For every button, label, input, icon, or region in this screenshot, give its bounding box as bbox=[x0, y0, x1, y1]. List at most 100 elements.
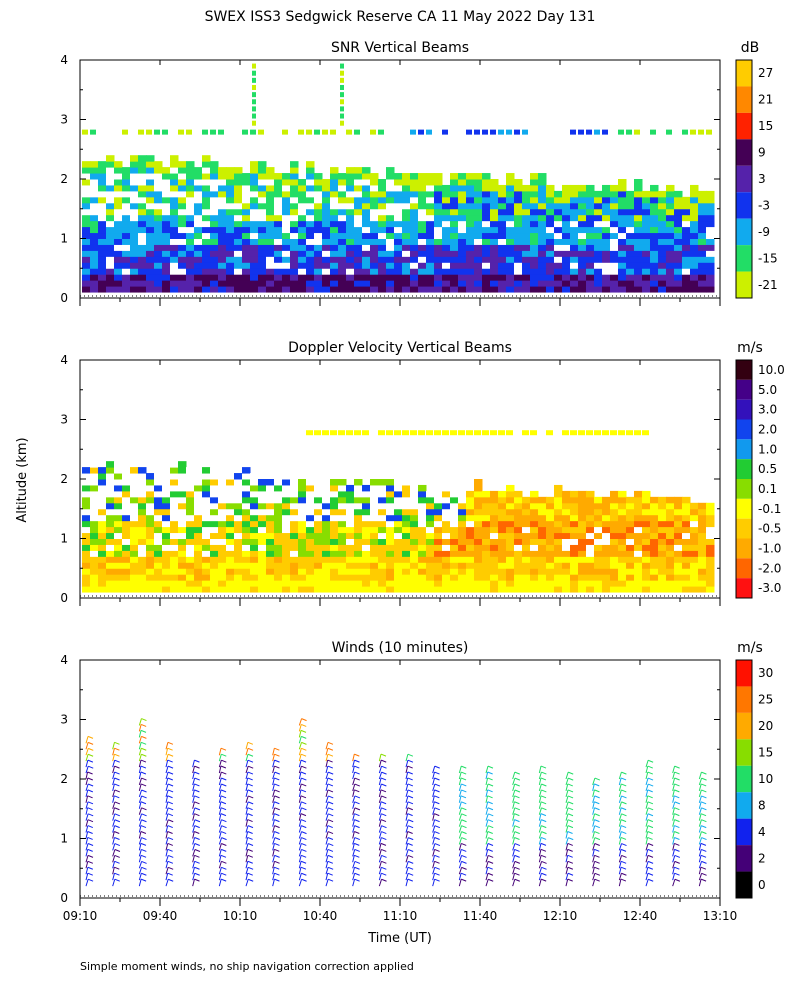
doppler-cell bbox=[682, 520, 691, 528]
doppler-cell bbox=[154, 550, 163, 557]
wind-profile bbox=[218, 747, 227, 887]
wind-barb bbox=[218, 771, 222, 780]
wind-barb-flag bbox=[540, 842, 547, 846]
snr-cell bbox=[530, 184, 539, 192]
doppler-cell bbox=[266, 508, 275, 516]
snr-cell bbox=[354, 274, 363, 281]
wind-barb-flag bbox=[381, 759, 387, 763]
doppler-cell bbox=[178, 556, 187, 563]
wind-barb-flag bbox=[247, 759, 254, 763]
doppler-cell bbox=[98, 556, 107, 563]
doppler-cell bbox=[322, 514, 331, 522]
doppler-cell bbox=[386, 484, 395, 492]
snr-cell bbox=[154, 256, 163, 263]
colorbar-label: 1.0 bbox=[758, 442, 777, 456]
wind-barb-flag bbox=[461, 866, 467, 870]
doppler-cell bbox=[338, 556, 347, 563]
snr-cell bbox=[354, 256, 363, 263]
doppler-cell bbox=[394, 514, 403, 522]
snr-cell bbox=[482, 238, 491, 245]
snr-cell bbox=[586, 214, 595, 222]
snr-cell bbox=[674, 244, 683, 251]
doppler-cell bbox=[434, 562, 443, 569]
doppler-cell bbox=[130, 479, 139, 486]
doppler-cell bbox=[130, 467, 139, 474]
snr-cell bbox=[490, 226, 499, 234]
doppler-cell bbox=[546, 586, 555, 593]
doppler-cell bbox=[146, 574, 155, 581]
doppler-cell bbox=[82, 490, 91, 498]
wind-barb-flag bbox=[114, 795, 120, 799]
doppler-cell bbox=[130, 532, 139, 539]
wind-barb-flag bbox=[354, 783, 361, 787]
snr-cell bbox=[138, 214, 147, 222]
wind-barb bbox=[352, 760, 355, 768]
wind-barb bbox=[245, 831, 249, 839]
wind-barb bbox=[192, 789, 195, 797]
doppler-cell bbox=[482, 556, 491, 563]
snr-cell bbox=[594, 196, 603, 204]
doppler-cell bbox=[250, 562, 259, 569]
snr-cell bbox=[210, 286, 219, 293]
wind-barb bbox=[352, 754, 355, 762]
doppler-cell bbox=[218, 479, 227, 486]
doppler-cell bbox=[178, 514, 187, 522]
doppler-cell bbox=[290, 484, 299, 492]
snr-cell bbox=[682, 129, 688, 135]
snr-cell bbox=[562, 226, 571, 234]
snr-cell bbox=[506, 196, 515, 204]
snr-cell bbox=[658, 274, 667, 281]
snr-cell bbox=[458, 280, 467, 287]
snr-cell bbox=[330, 129, 336, 135]
doppler-cell bbox=[658, 508, 667, 516]
wind-barb bbox=[138, 730, 142, 738]
colorbar-swatch bbox=[736, 518, 752, 539]
doppler-cell bbox=[82, 496, 91, 504]
snr-cell bbox=[554, 214, 563, 222]
doppler-cell bbox=[258, 526, 267, 534]
wind-barb bbox=[85, 879, 89, 887]
wind-barb bbox=[192, 795, 195, 803]
snr-cell bbox=[354, 214, 363, 222]
wind-barb bbox=[618, 873, 622, 881]
wind-barb bbox=[218, 777, 222, 786]
snr-cell bbox=[650, 220, 659, 228]
doppler-cell bbox=[266, 532, 275, 539]
doppler-cell bbox=[234, 514, 243, 522]
snr-cell bbox=[570, 196, 579, 204]
wind-barb-flag bbox=[87, 735, 94, 739]
doppler-cell bbox=[498, 568, 507, 575]
wind-barb bbox=[325, 879, 329, 887]
snr-cell bbox=[346, 184, 355, 192]
doppler-cell bbox=[594, 538, 603, 545]
snr-cell bbox=[418, 190, 427, 198]
doppler-cell bbox=[258, 479, 267, 486]
wind-barb bbox=[618, 771, 622, 780]
snr-cell bbox=[634, 232, 643, 239]
snr-cell bbox=[482, 286, 491, 293]
doppler-cell bbox=[346, 508, 355, 516]
doppler-cell bbox=[98, 508, 107, 516]
snr-cell bbox=[682, 232, 691, 239]
wind-barb bbox=[432, 813, 435, 821]
snr-cell bbox=[466, 173, 475, 180]
wind-barb-flag bbox=[674, 801, 681, 805]
snr-cell bbox=[330, 190, 339, 198]
wind-barb bbox=[538, 849, 542, 857]
snr-cell bbox=[394, 173, 403, 180]
doppler-cell bbox=[506, 490, 515, 498]
wind-barb-flag bbox=[541, 872, 547, 876]
snr-cell bbox=[298, 256, 307, 263]
doppler-cell bbox=[282, 532, 291, 539]
wind-barb bbox=[458, 867, 463, 875]
doppler-cell bbox=[330, 532, 339, 539]
wind-barb-flag bbox=[487, 843, 494, 846]
snr-cell bbox=[186, 238, 195, 245]
snr-cell bbox=[458, 244, 467, 251]
snr-cell bbox=[706, 262, 715, 269]
wind-barb-flag bbox=[487, 777, 493, 781]
snr-cell bbox=[474, 256, 483, 263]
doppler-cell bbox=[570, 556, 579, 563]
wind-barb-flag bbox=[274, 765, 280, 769]
wind-barb-flag bbox=[620, 866, 627, 870]
